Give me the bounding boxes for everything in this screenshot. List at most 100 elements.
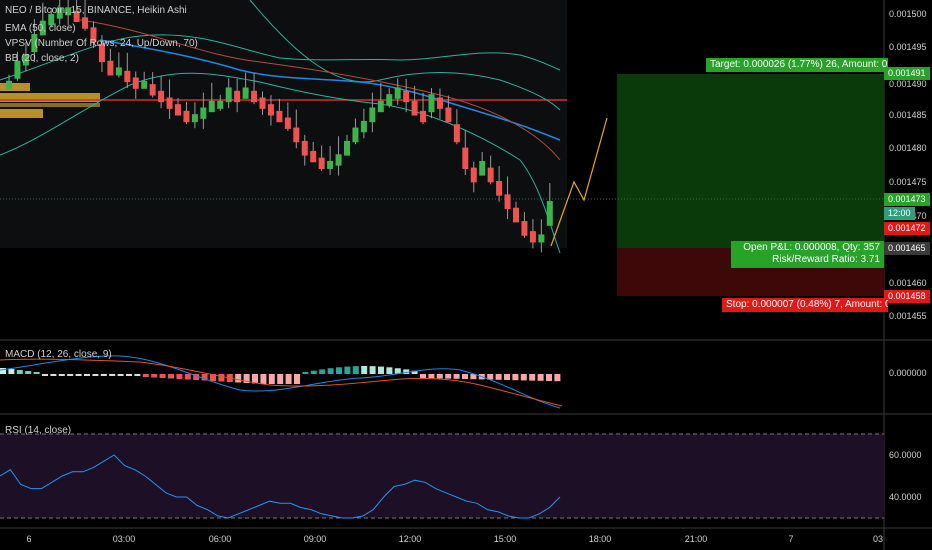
- price-tick: 0.001490: [889, 79, 927, 89]
- candle-body: [529, 231, 536, 243]
- macd-bar: [470, 374, 477, 380]
- ema-line: [99, 39, 561, 141]
- stop-label[interactable]: Stop: 0.000007 (0.48%) 7, Amount: 0.0001…: [722, 298, 888, 312]
- rsi-legend[interactable]: RSI (14, close): [5, 425, 72, 436]
- macd-bar: [33, 372, 40, 374]
- time-tick: 18:00: [588, 534, 612, 544]
- target-label[interactable]: Target: 0.000026 (1.77%) 26, Amount: 0.0…: [706, 58, 888, 72]
- vpsv-bar: [0, 109, 43, 118]
- vpsv-legend[interactable]: VPSV (Number Of Rows, 24, Up/Down, 70): [5, 38, 198, 49]
- candle-body: [411, 100, 418, 116]
- time-tick: 12:00: [398, 534, 422, 544]
- candle-body: [453, 124, 460, 143]
- macd-bar: [369, 366, 376, 374]
- candle-body: [6, 80, 12, 89]
- macd-bar: [92, 374, 99, 376]
- candle-body: [284, 117, 291, 129]
- candle-body: [369, 107, 376, 123]
- macd-bar: [352, 366, 359, 374]
- price-tick: 0.001495: [889, 42, 927, 52]
- last-price-badge: 0.001472: [884, 222, 930, 235]
- macd-bar: [319, 369, 326, 374]
- vpsv-bar: [0, 83, 30, 91]
- candle-body: [360, 120, 367, 133]
- macd-bar: [168, 374, 174, 379]
- macd-bar: [537, 374, 544, 381]
- candle-body: [546, 201, 553, 226]
- bb-legend[interactable]: BB (20, close, 2): [5, 53, 79, 64]
- macd-bar: [235, 374, 242, 383]
- symbol-legend[interactable]: NEO / Bitcoin, 15, BINANCE, Heikin Ashi: [5, 5, 187, 16]
- macd-bar: [403, 369, 410, 374]
- macd-bar: [504, 374, 510, 380]
- candle-body: [31, 34, 38, 53]
- candle-body: [158, 90, 165, 103]
- candle-body: [301, 140, 308, 156]
- candles-group: [6, 0, 553, 253]
- macd-bar: [386, 367, 393, 374]
- pnl-line: Open P&L: 0.000008, Qty: 357: [743, 242, 880, 253]
- candle-body: [48, 14, 55, 26]
- macd-bar: [344, 366, 351, 374]
- stop-price-badge: 0.001458: [884, 290, 930, 303]
- candle-body: [513, 207, 519, 223]
- candle-body: [496, 181, 503, 196]
- macd-tick: 0.000000: [889, 368, 927, 378]
- macd-bar: [554, 374, 561, 382]
- macd-bar: [394, 368, 401, 374]
- candle-body: [208, 100, 215, 113]
- candle-body: [183, 110, 190, 123]
- open-price-badge: 0.001465: [884, 242, 930, 255]
- macd-bar: [117, 374, 124, 376]
- candle-body: [344, 140, 350, 156]
- rr-line: Risk/Reward Ratio: 3.71: [772, 254, 880, 265]
- bb-basis: [79, 19, 561, 161]
- signal-line: [0, 358, 563, 407]
- candle-body: [98, 44, 105, 63]
- candle-body: [225, 87, 232, 103]
- macd-bar: [285, 374, 292, 384]
- bb-upper: [0, 34, 561, 81]
- candle-body: [56, 7, 63, 19]
- candle-body: [293, 127, 300, 143]
- candle-body: [504, 194, 511, 210]
- candle-body: [310, 150, 317, 163]
- macd-bar: [260, 374, 267, 384]
- candle-body: [428, 94, 435, 113]
- macd-legend[interactable]: MACD (12, 26, close, 9): [5, 349, 112, 360]
- macd-bar: [277, 374, 284, 384]
- candle-body: [191, 114, 198, 123]
- entry-price-badge: 0.001473: [884, 193, 930, 206]
- bb-upper-2: [249, 0, 561, 111]
- macd-bar: [294, 374, 300, 384]
- candle-body: [22, 54, 29, 66]
- candle-body: [234, 90, 241, 103]
- macd-bar: [67, 374, 74, 376]
- macd-histogram: [0, 366, 561, 384]
- candle-body: [166, 97, 173, 109]
- macd-bar: [75, 374, 82, 376]
- vpsv-bar: [0, 93, 100, 102]
- macd-bar: [336, 367, 342, 374]
- time-tick: 03: [872, 534, 884, 544]
- macd-bar: [529, 374, 536, 381]
- macd-bar: [453, 374, 460, 379]
- candle-body: [318, 157, 325, 169]
- pnl-label[interactable]: Open P&L: 0.000008, Qty: 357 Risk/Reward…: [731, 241, 884, 268]
- macd-bar: [361, 366, 368, 374]
- macd-bar: [546, 374, 552, 381]
- candle-body: [386, 94, 393, 106]
- candle-body: [107, 60, 114, 76]
- candle-body: [175, 104, 181, 116]
- rsi-tick: 40.0000: [889, 492, 922, 502]
- macd-bar: [310, 370, 317, 374]
- candle-body: [141, 80, 148, 89]
- candle-body: [115, 67, 122, 76]
- candle-body: [259, 97, 266, 109]
- rsi-band: [0, 434, 884, 518]
- candle-body: [352, 127, 359, 143]
- candle-body: [445, 107, 452, 123]
- ema-legend[interactable]: EMA (50, close): [5, 23, 76, 34]
- macd-bar: [142, 374, 149, 377]
